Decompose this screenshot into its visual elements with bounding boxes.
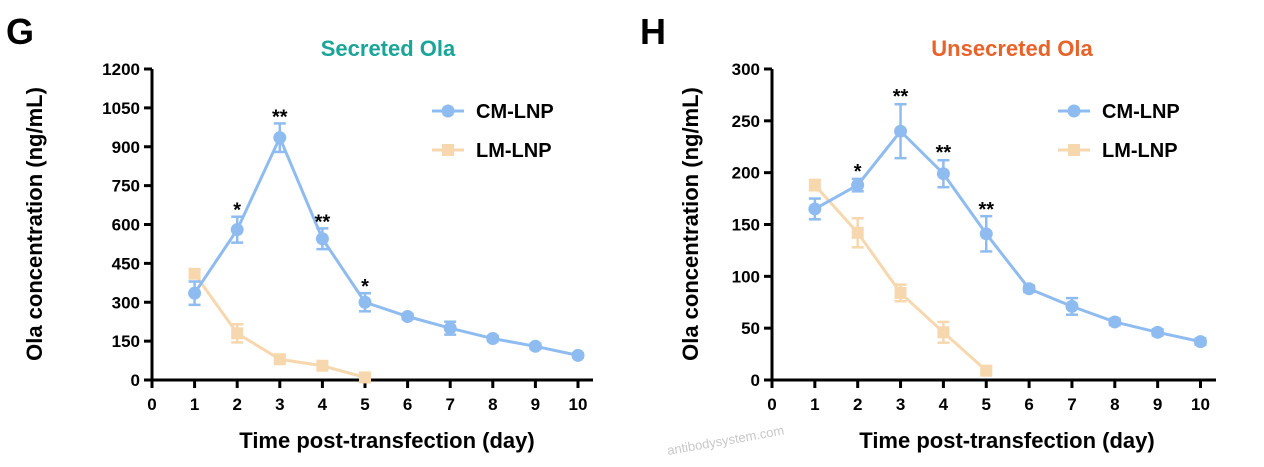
series-cm-lnp-point [1065, 299, 1079, 313]
series-cm-lnp-point [188, 286, 202, 300]
series-lm-lnp-point [231, 327, 244, 340]
y-tick-label: 250 [732, 112, 760, 131]
x-tick-label: 4 [939, 395, 949, 414]
legend-lm-lnp-swatch-marker [442, 144, 454, 156]
panel-secreted: G Secreted Ola015030045060075090010501200… [6, 11, 593, 453]
legend-lm-lnp-label: LM-LNP [476, 140, 552, 162]
series-cm-lnp-point [273, 131, 287, 145]
y-axis-label: Ola concentration (ng/mL) [678, 87, 703, 361]
significance-marker: ** [978, 199, 994, 221]
y-tick-label: 50 [741, 319, 760, 338]
series-cm-lnp-point [528, 339, 542, 353]
significance-marker: ** [272, 106, 288, 128]
series-lm-lnp-point [273, 353, 286, 366]
x-tick-label: 9 [531, 395, 540, 414]
x-tick-label: 2 [853, 395, 862, 414]
series-lm-lnp-point [316, 359, 329, 372]
panel-unsecreted: H Unsecreted Ola 0 50 100 150 200 250 300 0 1 2 3 4 5 6… [640, 11, 1216, 453]
series-cm-lnp-point [401, 310, 415, 324]
series-cm-lnp-point [851, 178, 865, 192]
series-lm-lnp-point [851, 226, 864, 239]
x-tick-label: 3 [896, 395, 905, 414]
y-tick-label: 600 [112, 216, 140, 235]
series-cm-lnp-point [1194, 335, 1207, 349]
legend-lm-lnp-swatch-marker [1068, 144, 1080, 156]
series-cm-lnp-line [814, 128, 1201, 344]
x-tick-label: 10 [1191, 395, 1210, 414]
x-tick-label: 7 [1067, 395, 1076, 414]
series-cm-lnp-point [979, 227, 993, 241]
y-tick-label: 900 [112, 138, 140, 157]
x-tick-label: 6 [403, 395, 412, 414]
y-tick-label: 200 [732, 164, 760, 183]
series-cm-lnp-point [1108, 315, 1122, 329]
significance-marker: ** [893, 86, 909, 108]
x-tick-label: 0 [767, 395, 776, 414]
significance-marker: ** [936, 142, 952, 164]
x-tick-label: 0 [147, 395, 156, 414]
x-tick-label: 2 [232, 395, 241, 414]
x-tick-label: 8 [1110, 395, 1119, 414]
x-tick-label: 3 [275, 395, 284, 414]
series-cm-lnp-point [443, 321, 457, 335]
legend-cm-lnp-label: CM-LNP [1102, 101, 1180, 123]
series-lm-lnp-point [937, 326, 950, 339]
series-cm-lnp-point [230, 223, 244, 237]
legend-cm-lnp-swatch-marker [1067, 104, 1081, 118]
x-tick-label: 5 [360, 395, 369, 414]
series-cm-lnp-point [1151, 325, 1165, 339]
series-lm-lnp-point [808, 179, 821, 192]
x-tick-label: 7 [445, 395, 454, 414]
x-tick-label: 6 [1024, 395, 1033, 414]
legend-cm-lnp-label: CM-LNP [476, 101, 554, 123]
y-tick-label: 750 [112, 177, 140, 196]
y-tick-label: 0 [131, 371, 140, 390]
y-tick-label: 300 [732, 60, 760, 79]
y-tick-label: 150 [732, 216, 760, 235]
series-lm-lnp-line [813, 184, 988, 372]
panel-letter: H [640, 11, 666, 52]
series-cm-lnp-point [894, 124, 908, 138]
legend-cm-lnp-swatch-marker [441, 104, 455, 118]
significance-marker: * [233, 200, 241, 222]
series-cm-lnp-point [358, 295, 372, 309]
x-tick-label: 10 [569, 395, 588, 414]
y-axis-label: Ola concentration (ng/mL) [22, 87, 47, 361]
y-tick-label: 450 [112, 254, 140, 273]
series-cm-lnp-point [486, 332, 500, 346]
x-tick-label: 9 [1153, 395, 1162, 414]
series-cm-lnp-line [193, 133, 579, 357]
y-tick-label: 1050 [102, 99, 140, 118]
y-tick-label: 100 [732, 267, 760, 286]
x-tick-label: 4 [318, 395, 328, 414]
series-cm-lnp-point [1022, 282, 1036, 296]
y-tick-label: 300 [112, 293, 140, 312]
series-lm-lnp-point [894, 286, 907, 299]
y-tick-label: 1200 [102, 60, 140, 79]
legend-lm-lnp-label: LM-LNP [1102, 140, 1178, 162]
series-cm-lnp-point [936, 167, 950, 181]
chart-title: Secreted Ola [321, 36, 456, 61]
y-tick-label: 0 [751, 371, 760, 390]
series-cm-lnp-point [315, 232, 329, 246]
x-tick-label: 1 [810, 395, 819, 414]
significance-marker: * [854, 161, 862, 183]
panel-letter: G [6, 11, 34, 52]
significance-marker: * [361, 276, 369, 298]
y-tick-label: 150 [112, 332, 140, 351]
x-axis-label: Time post-transfection (day) [859, 428, 1154, 453]
series-lm-lnp-point [359, 371, 371, 384]
x-tick-label: 8 [488, 395, 497, 414]
x-tick-label: 5 [982, 395, 991, 414]
series-cm-lnp-point [571, 348, 585, 362]
x-axis-label: Time post-transfection (day) [239, 428, 534, 453]
watermark: antibodysystem.com [666, 423, 785, 458]
series-lm-lnp-point [980, 364, 993, 377]
significance-marker: ** [315, 211, 331, 233]
series-lm-lnp-point [188, 267, 201, 280]
series-cm-lnp-point [808, 202, 822, 216]
chart-title: Unsecreted Ola [931, 36, 1093, 61]
x-tick-label: 1 [190, 395, 199, 414]
